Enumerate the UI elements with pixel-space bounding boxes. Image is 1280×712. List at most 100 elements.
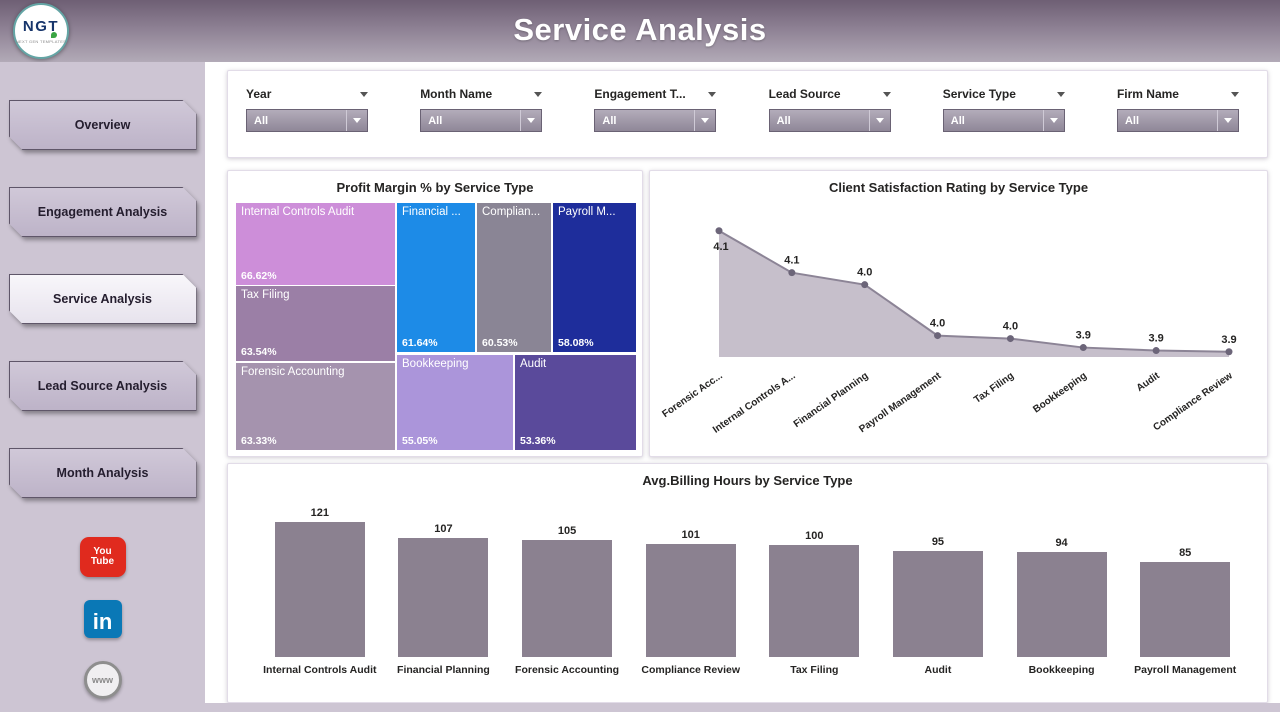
bar-value-label: 95 [931,536,945,548]
bar-group: 85 Payroll Management [1126,496,1244,696]
treemap-cell[interactable]: Internal Controls Audit 66.62% [236,203,395,285]
filter-dropdown[interactable]: All [594,109,717,132]
treemap-cell[interactable]: Financial ... 61.64% [397,203,475,353]
filter-engagement-type: Engagement T... All [594,87,717,157]
data-point-marker[interactable] [1079,344,1087,352]
filter-firm-name: Firm Name All [1116,87,1239,157]
data-point-marker[interactable] [715,227,723,235]
filter-value: All [950,114,965,127]
treemap-cell-label: Forensic Accounting [241,366,345,379]
filter-label: Firm Name [1116,87,1179,101]
bar[interactable] [892,551,983,657]
chevron-down-icon [701,118,710,123]
line-chart: 4.1 Forensic Acc... 4.1 Internal Controls A… [658,205,1260,455]
chart-title: Avg.Billing Hours by Service Type [642,473,853,488]
bar-value-label: 105 [557,525,577,537]
data-point-marker[interactable] [1225,348,1233,356]
filter-dropdown[interactable]: All [768,109,891,132]
bar[interactable] [1016,552,1107,657]
filter-value: All [428,114,443,127]
treemap-cell-value: 53.36% [520,434,556,447]
filter-dropdown[interactable]: All [246,109,368,132]
sidebar-item-overview[interactable]: Overview [9,100,197,150]
chevron-down-icon[interactable] [708,91,717,97]
filter-label: Engagement T... [594,87,686,101]
data-point-marker[interactable] [788,269,796,277]
chevron-down-icon[interactable] [360,91,368,97]
filter-bar: Year All Month Name All [227,70,1268,158]
chevron-down-icon [875,118,884,123]
chevron-down-icon[interactable] [1056,91,1065,97]
bar[interactable] [522,540,613,657]
bar[interactable] [1140,562,1231,657]
sidebar-item-service-analysis[interactable]: Service Analysis [9,274,197,324]
main-content: Year All Month Name All [205,62,1280,712]
globe-icon[interactable]: www [83,661,122,699]
x-axis-label: Forensic Acc... [660,370,724,420]
treemap-cell-label: Bookkeeping [402,357,469,370]
data-label: 4.1 [713,241,728,253]
data-point-marker[interactable] [1152,347,1160,355]
header: NGT NEXT GEN TEMPLATES Service Analysis [0,0,1280,62]
youtube-icon[interactable]: You Tube [79,537,126,577]
filter-dropdown[interactable]: All [420,109,543,132]
linkedin-icon-text: in [92,609,113,634]
filter-label: Month Name [420,87,493,101]
profit-margin-card: Profit Margin % by Service Type Internal… [227,170,643,457]
billing-hours-card: Avg.Billing Hours by Service Type 121 Int… [227,463,1268,703]
bar-value-label: 121 [310,507,329,519]
bar-value-label: 101 [681,529,700,541]
bar-category-label: Forensic Accounting [515,664,620,676]
filter-year: Year All [246,87,368,157]
sidebar-item-engagement-analysis[interactable]: Engagement Analysis [9,187,197,237]
treemap-cell-value: 63.33% [241,434,277,447]
treemap-cell[interactable]: Tax Filing 63.54% [236,286,395,362]
chevron-down-icon[interactable] [534,91,543,97]
chevron-down-icon[interactable] [1230,91,1239,97]
bottom-strip [205,703,1280,712]
page-title: Service Analysis [513,12,767,47]
bar[interactable] [398,538,489,657]
bar-group: 100 Tax Filing [755,496,873,696]
chevron-down-icon [1223,118,1232,123]
bar-value-label: 94 [1055,537,1068,549]
treemap-cell-value: 58.08% [558,337,594,350]
data-point-marker[interactable] [1006,335,1014,343]
treemap-cell[interactable]: Bookkeeping 55.05% [397,354,513,450]
treemap-cell[interactable]: Payroll M... 58.08% [553,203,636,353]
bar-category-label: Tax Filing [790,664,839,676]
data-point-marker[interactable] [934,332,942,340]
sidebar-item-month-analysis[interactable]: Month Analysis [9,448,197,498]
filter-value: All [1124,114,1139,127]
filter-dropdown[interactable]: All [1116,109,1239,132]
treemap-cell-value: 61.64% [402,337,438,350]
dropdown-chevron [1042,110,1064,131]
linkedin-icon[interactable]: in [83,600,122,638]
satisfaction-card: Client Satisfaction Rating by Service Ty… [649,170,1268,457]
globe-icon-text: www [91,675,113,685]
bar[interactable] [645,544,736,657]
treemap-cell-label: Financial ... [402,206,461,218]
chevron-down-icon[interactable] [882,91,891,97]
data-point-marker[interactable] [861,281,869,289]
bar[interactable] [274,522,365,657]
sidebar: Overview Engagement Analysis Service Ana… [0,62,205,712]
treemap-cell-value: 60.53% [482,337,518,350]
chart-title: Profit Margin % by Service Type [336,180,534,195]
dropdown-chevron [346,110,367,131]
bar-group: 107 Financial Planning [384,496,502,696]
filter-label: Year [246,87,272,101]
filter-lead-source: Lead Source All [768,87,891,157]
treemap-cell[interactable]: Audit 53.36% [515,354,636,450]
x-axis-label: Internal Controls A... [711,370,798,435]
bar-value-label: 100 [805,530,824,542]
sidebar-item-lead-source-analysis[interactable]: Lead Source Analysis [9,361,197,411]
treemap-cell[interactable]: Forensic Accounting 63.33% [236,363,395,450]
bar-value-label: 85 [1179,547,1192,559]
filter-dropdown[interactable]: All [942,109,1065,132]
treemap-cell[interactable]: Complian... 60.53% [477,203,551,353]
treemap-cell-value: 66.62% [241,269,277,282]
bar[interactable] [769,545,860,657]
logo-text: NGT [22,18,60,35]
